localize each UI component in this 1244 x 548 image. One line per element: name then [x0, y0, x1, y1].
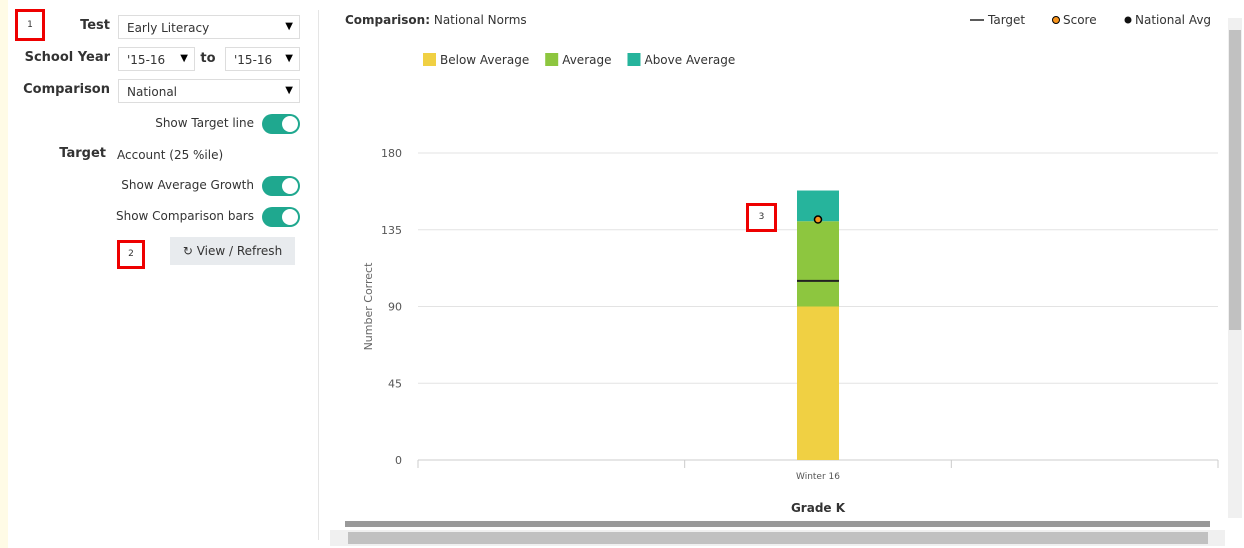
- x-tick-label: Winter 16: [796, 472, 840, 482]
- legend-label: Above Average: [644, 53, 735, 67]
- divider: [318, 10, 319, 540]
- comparison-label: Comparison: [23, 82, 110, 97]
- toggle-label: Show Comparison bars: [115, 209, 254, 223]
- refresh-button[interactable]: ↻ View / Refresh: [170, 237, 295, 265]
- test-select[interactable]: Early Literacy: [118, 15, 300, 39]
- target-label: Target: [59, 146, 106, 161]
- test-label: Test: [80, 18, 110, 33]
- to-label: to: [200, 51, 216, 66]
- legend-label: Average: [562, 53, 611, 67]
- y-tick-label: 45: [388, 377, 402, 390]
- legend-dot: [1124, 16, 1132, 24]
- toggle-label: Show Average Growth: [121, 178, 254, 192]
- school-year-label: School Year: [24, 50, 110, 65]
- growth-toggle[interactable]: [262, 176, 300, 196]
- legend-label: Below Average: [440, 53, 529, 67]
- chart: Target Score National Avg Below Average Aver…: [362, 13, 1219, 515]
- toggle-label: Show Target line: [155, 116, 254, 130]
- button-label: View / Refresh: [196, 244, 283, 258]
- subtitle-label: Comparison:: [345, 13, 431, 27]
- bar-segment: [797, 221, 839, 307]
- y-tick-label: 0: [395, 454, 402, 467]
- h-bar: [345, 521, 1210, 527]
- legend-swatch: [423, 53, 436, 66]
- legend-label: Score: [1063, 13, 1097, 27]
- chart-subtitle: Comparison: National Norms: [345, 13, 527, 27]
- target-toggle[interactable]: [262, 114, 300, 134]
- annotation: 1: [15, 9, 45, 41]
- y-tick-label: 135: [381, 224, 402, 237]
- subtitle: National Norms: [433, 13, 527, 27]
- h-thumb[interactable]: [348, 532, 1208, 544]
- v-scrollbar[interactable]: [1228, 18, 1242, 518]
- year-to-select[interactable]: '15-16: [225, 47, 300, 71]
- legend-label: Target: [987, 13, 1025, 27]
- y-tick-label: 90: [388, 301, 402, 314]
- comparison-toggle[interactable]: [262, 207, 300, 227]
- y-tick-label: 180: [381, 147, 402, 160]
- side-strip: [0, 0, 8, 548]
- v-thumb[interactable]: [1229, 30, 1241, 330]
- legend-swatch: [545, 53, 559, 66]
- legend-swatch: [627, 53, 641, 66]
- h-scrollbar[interactable]: [330, 530, 1225, 546]
- bar-segment: [797, 306, 839, 460]
- y-axis-title: Number Correct: [362, 262, 375, 351]
- target-value: Account (25 %ile): [117, 148, 224, 162]
- comparison-select[interactable]: National: [118, 79, 300, 103]
- annotation: 3: [746, 203, 777, 232]
- refresh-icon: ↻: [182, 244, 197, 258]
- legend-label: National Avg: [1135, 13, 1211, 27]
- score-dot: [813, 215, 823, 224]
- legend-dot: [1052, 16, 1060, 24]
- x-axis-title: Grade K: [791, 501, 846, 515]
- year-from-select[interactable]: '15-16: [118, 47, 195, 71]
- annotation: 2: [117, 240, 145, 269]
